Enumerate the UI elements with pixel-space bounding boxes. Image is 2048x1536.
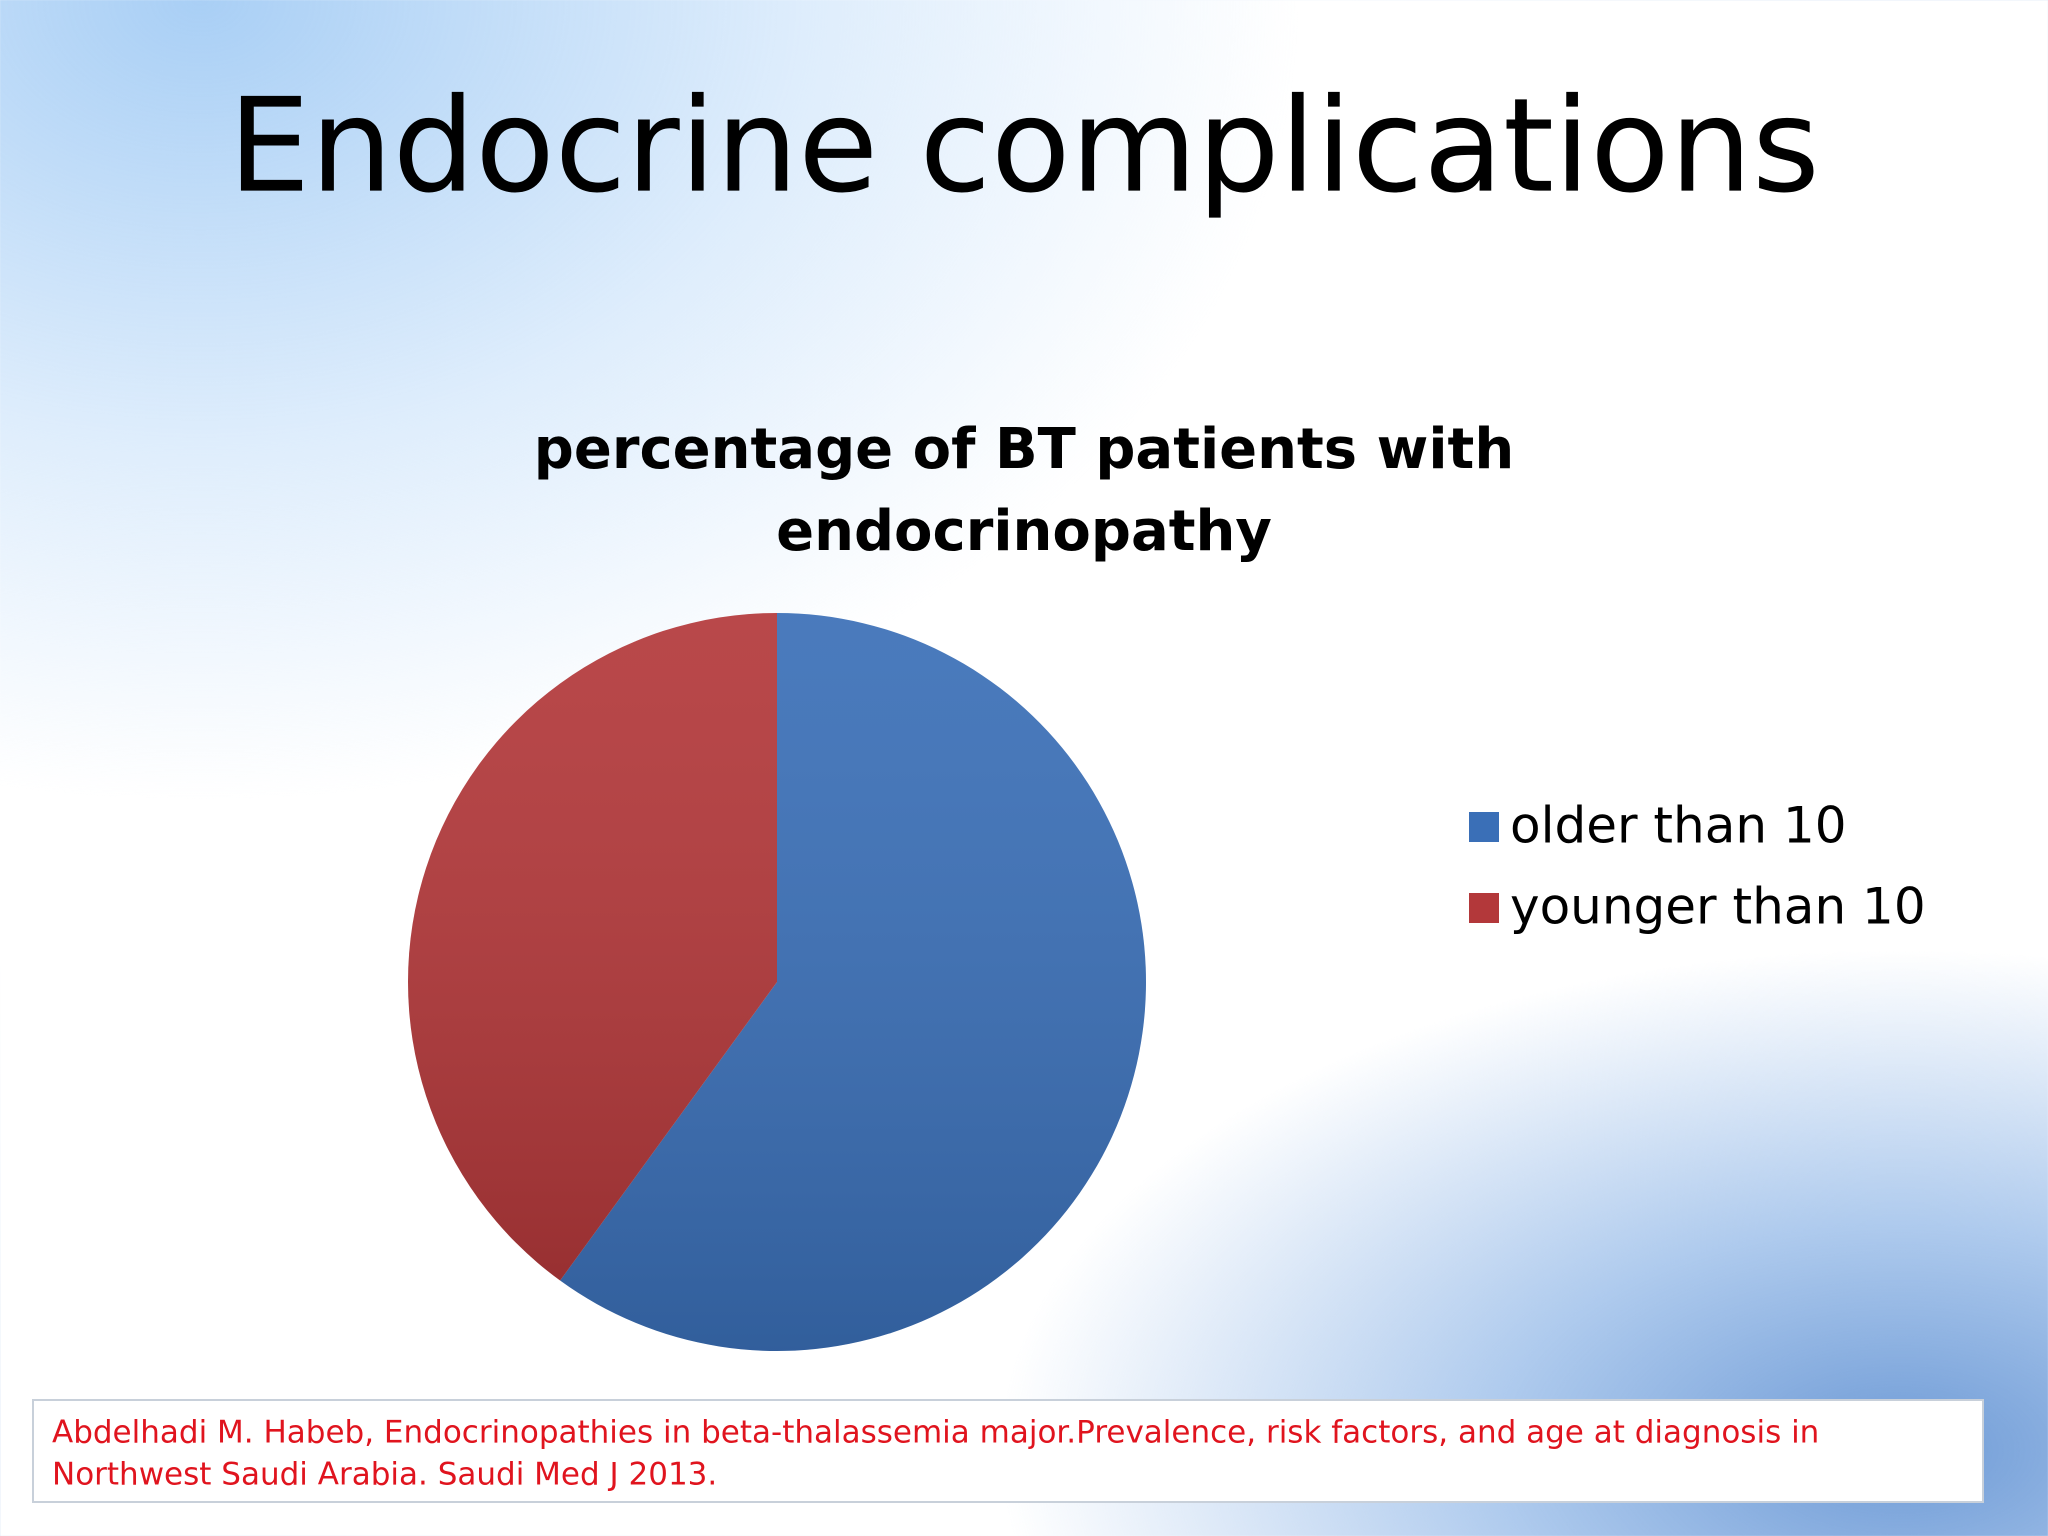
legend-swatch (1469, 812, 1499, 842)
legend-swatch (1469, 893, 1499, 923)
slide-title: Endocrine complications (228, 70, 1820, 222)
citation: Northwest Saudi Arabia. Saudi Med J 2013… (52, 1457, 717, 1493)
legend: older than 10 younger than 10 (1469, 797, 1926, 936)
legend-label: younger than 10 (1510, 878, 1926, 936)
slice-shade (408, 613, 777, 1281)
citation: Abdelhadi M. Habeb, Endocrinopathies in … (52, 1415, 1819, 1451)
legend-label: older than 10 (1510, 797, 1847, 855)
citation-box (32, 1399, 1984, 1503)
pie (408, 613, 1147, 1351)
chart-title: percentage of BT patients with (534, 417, 1514, 482)
slice-shade (560, 613, 1147, 1351)
chart-title: endocrinopathy (776, 499, 1272, 564)
